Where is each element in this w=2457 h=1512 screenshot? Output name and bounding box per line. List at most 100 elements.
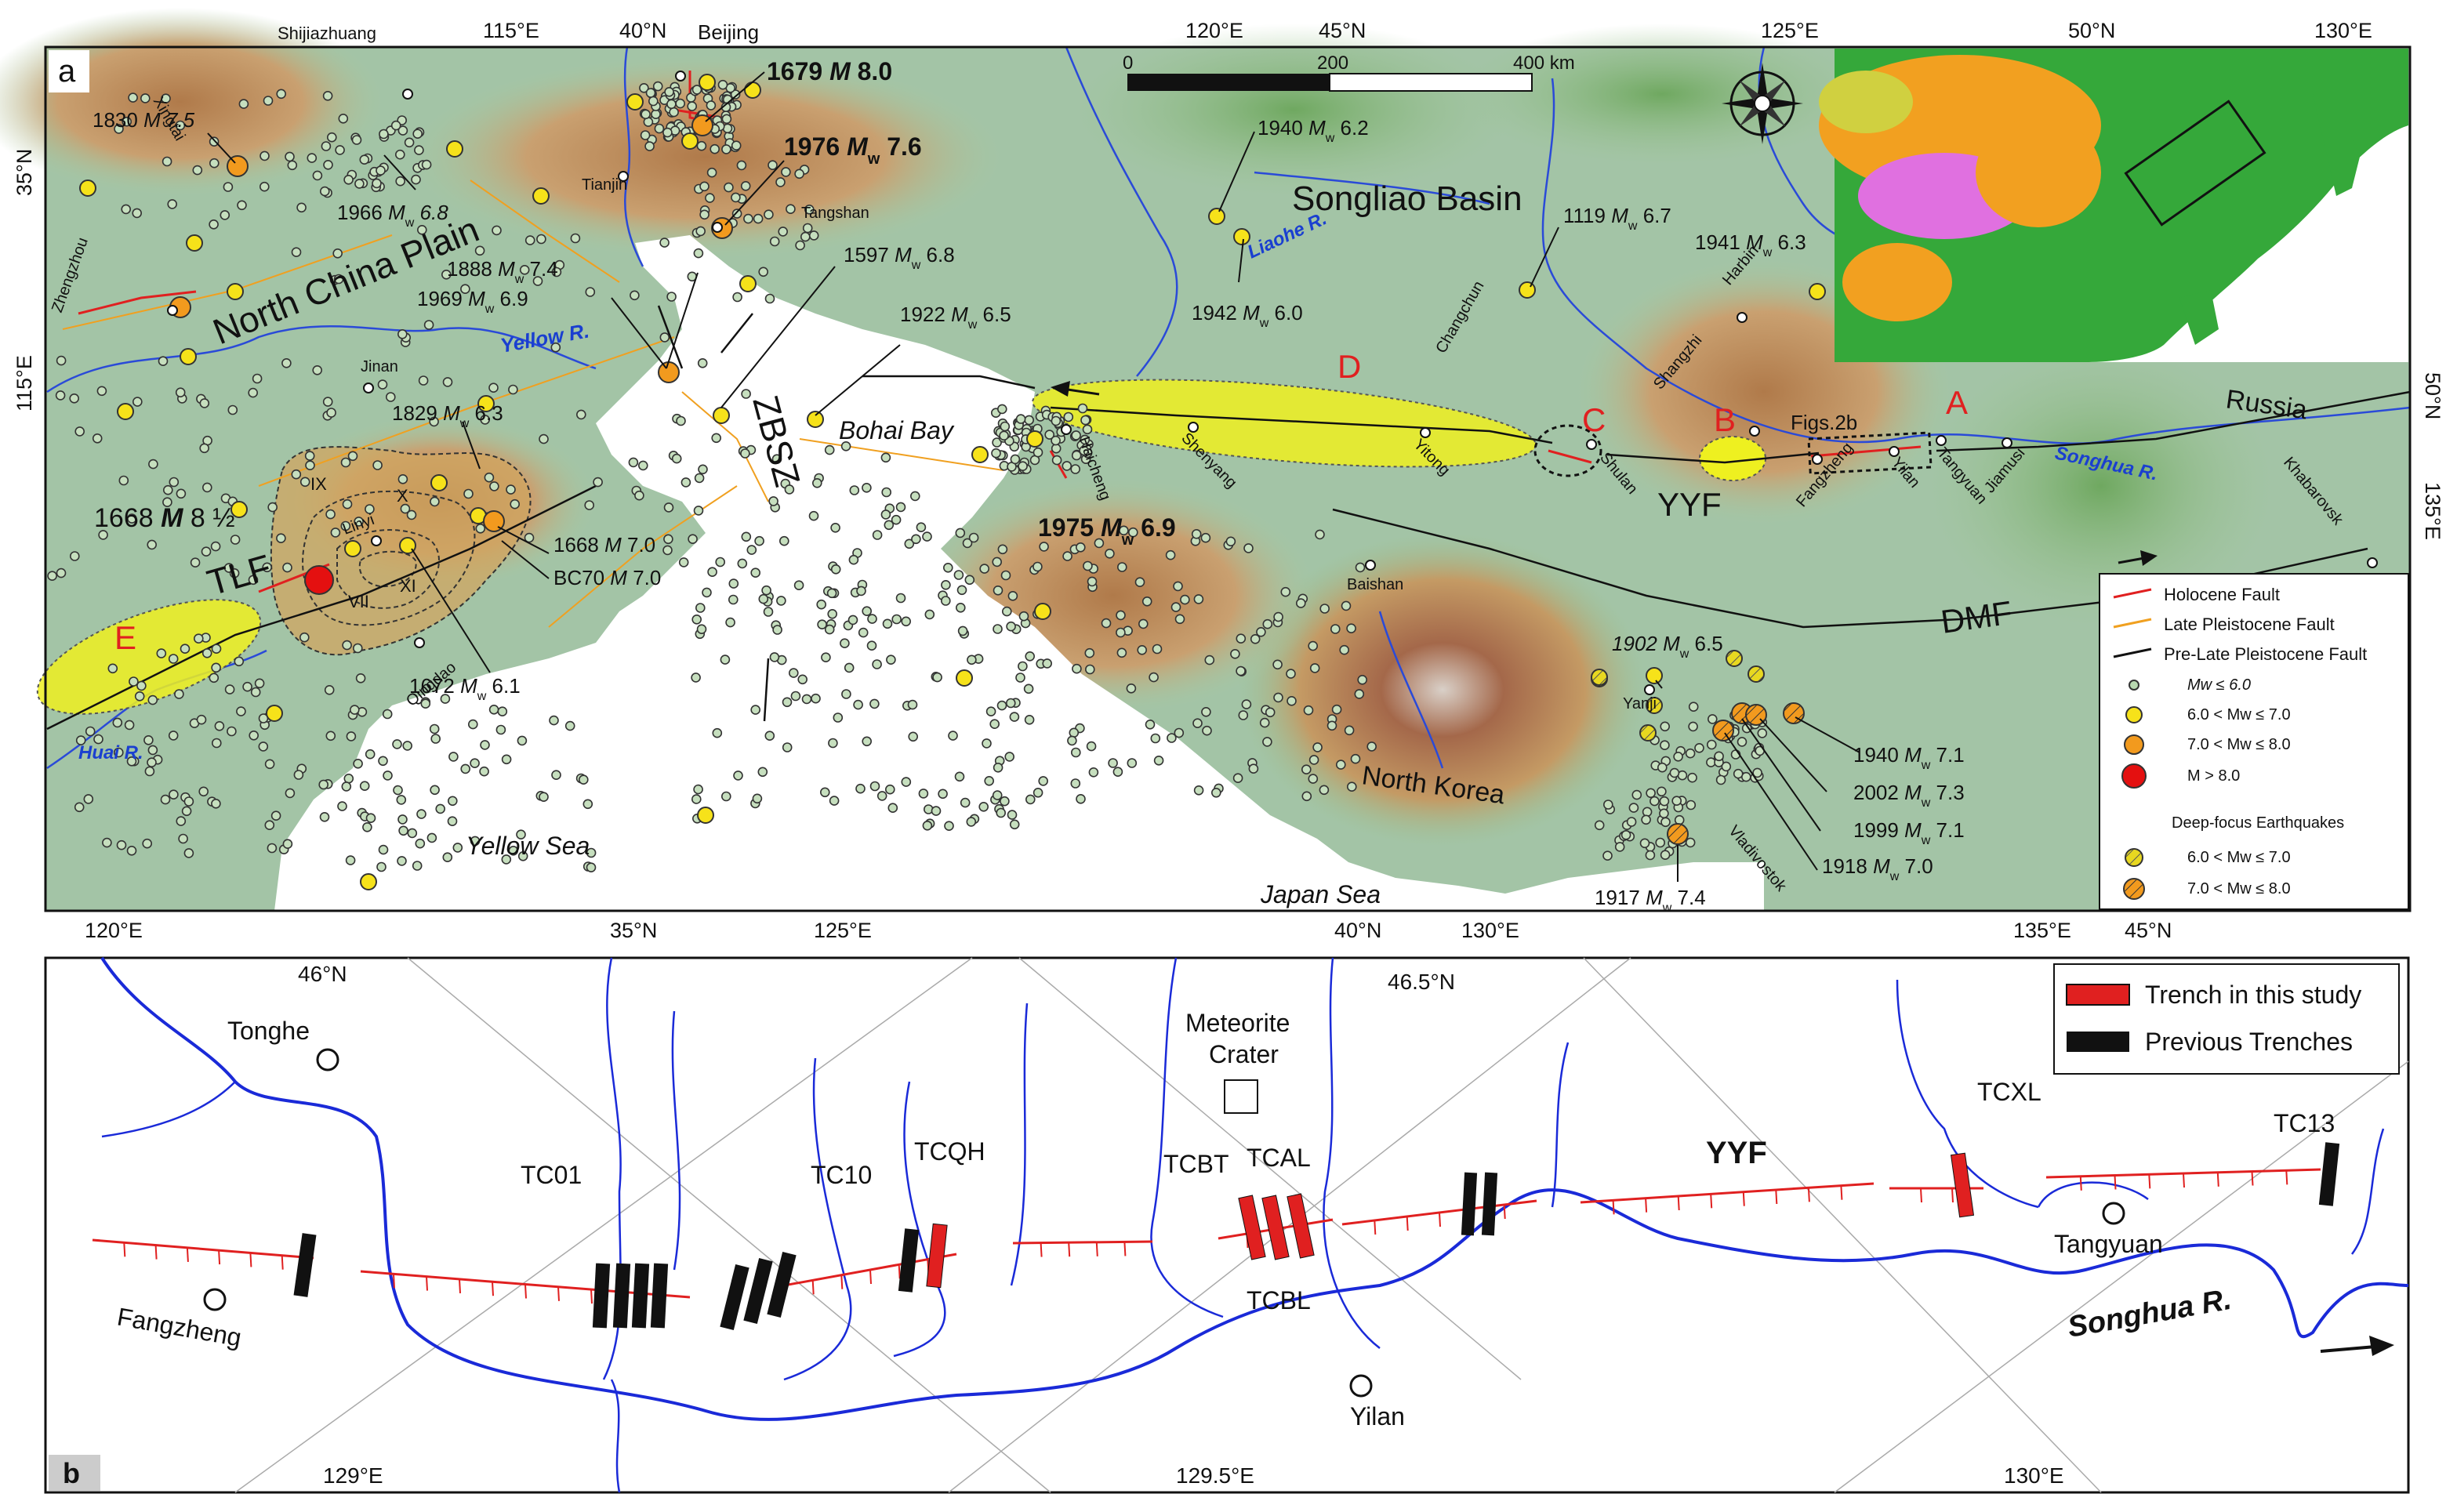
- town-markers: [203, 1048, 2125, 1398]
- small-earthquake-marker: [788, 668, 799, 678]
- small-earthquake-marker: [702, 587, 712, 598]
- small-earthquake-marker: [430, 785, 440, 796]
- small-earthquake-marker: [276, 89, 287, 100]
- small-earthquake-marker: [768, 160, 778, 170]
- small-earthquake-marker: [993, 585, 1003, 596]
- small-earthquake-marker: [467, 719, 478, 730]
- small-earthquake-marker: [637, 460, 648, 471]
- small-earthquake-marker: [1301, 764, 1312, 775]
- small-earthquake-marker: [74, 802, 85, 813]
- small-earthquake-marker: [136, 680, 147, 691]
- top-tick-50n: 50°N: [2068, 19, 2115, 42]
- fault-hachure: [249, 1253, 252, 1267]
- small-earthquake-marker: [1660, 740, 1670, 751]
- small-earthquake-marker: [1085, 664, 1095, 675]
- small-earthquake-marker: [728, 594, 739, 605]
- small-earthquake-marker: [1674, 814, 1685, 825]
- small-earthquake-marker: [1086, 741, 1097, 752]
- small-earthquake-marker: [124, 720, 135, 731]
- eq-1888-label: 1888 Mw 7.4: [447, 257, 558, 286]
- small-earthquake-marker: [1080, 415, 1091, 426]
- small-earthquake-marker: [1137, 644, 1147, 655]
- small-earthquake-marker: [956, 585, 967, 596]
- small-earthquake-marker: [158, 356, 169, 367]
- small-earthquake-marker: [168, 654, 179, 664]
- small-earthquake-marker: [501, 854, 512, 865]
- small-earthquake-marker: [404, 137, 415, 148]
- small-earthquake-marker: [264, 759, 275, 770]
- small-earthquake-marker: [406, 509, 417, 520]
- town-tangyuan: Tangyuan: [2054, 1230, 2163, 1258]
- small-earthquake-marker: [776, 596, 786, 606]
- small-earthquake-marker: [492, 225, 502, 236]
- small-earthquake-marker: [1033, 787, 1043, 798]
- eq-1829-label: 1829 Mw 6.3: [392, 401, 503, 430]
- small-earthquake-marker: [414, 145, 424, 155]
- small-earthquake-marker: [904, 538, 915, 549]
- small-earthquake-marker: [1087, 576, 1098, 587]
- small-earthquake-marker: [1326, 720, 1337, 731]
- small-earthquake-marker: [795, 240, 805, 251]
- small-earthquake-marker: [786, 204, 796, 215]
- small-earthquake-marker: [968, 532, 979, 543]
- small-earthquake-marker: [741, 531, 752, 542]
- small-earthquake-marker: [1204, 654, 1215, 665]
- fault-hachure: [869, 1269, 872, 1285]
- small-earthquake-marker: [1347, 781, 1357, 792]
- small-earthquake-marker: [1308, 774, 1319, 784]
- small-earthquake-marker: [1259, 717, 1270, 728]
- small-earthquake-marker: [517, 735, 528, 746]
- small-earthquake-marker: [664, 87, 674, 97]
- small-earthquake-marker: [1273, 692, 1283, 703]
- small-earthquake-marker: [808, 230, 819, 241]
- small-earthquake-marker: [435, 803, 446, 814]
- small-earthquake-marker: [1000, 421, 1011, 432]
- scale-400: 400 km: [1513, 53, 1575, 74]
- fault-hachure: [898, 1264, 901, 1279]
- small-earthquake-marker: [430, 734, 441, 744]
- small-earthquake-marker: [383, 771, 393, 781]
- small-earthquake-marker: [811, 693, 821, 704]
- small-earthquake-marker: [423, 320, 434, 330]
- small-earthquake-marker: [586, 862, 597, 872]
- small-earthquake-marker: [582, 799, 593, 810]
- meteorite-line1: Meteorite: [1185, 1009, 1290, 1037]
- small-earthquake-marker: [948, 731, 958, 741]
- small-earthquake-marker: [211, 644, 222, 654]
- small-earthquake-marker: [397, 328, 408, 339]
- small-earthquake-marker: [901, 777, 912, 787]
- trenches: [293, 1142, 2340, 1330]
- small-earthquake-marker: [127, 513, 137, 524]
- small-earthquake-marker: [862, 606, 872, 617]
- small-earthquake-marker: [1192, 718, 1203, 729]
- top-tick-120e: 120°E: [1185, 19, 1243, 42]
- eq-2002-label: 2002 Mw 7.3: [1853, 781, 1965, 810]
- small-earthquake-marker: [750, 705, 761, 715]
- small-earthquake-marker: [199, 398, 210, 408]
- small-earthquake-marker: [1174, 727, 1185, 738]
- small-earthquake-marker: [264, 820, 275, 830]
- iso-ix: IX: [310, 474, 327, 494]
- small-earthquake-marker: [1243, 543, 1254, 553]
- small-earthquake-marker: [712, 727, 723, 738]
- small-earthquake-marker: [944, 821, 954, 831]
- small-earthquake-marker: [830, 522, 840, 533]
- small-earthquake-marker: [175, 387, 186, 398]
- small-earthquake-marker: [242, 681, 252, 692]
- small-earthquake-marker: [999, 430, 1009, 441]
- small-earthquake-marker: [693, 248, 704, 259]
- small-earthquake-marker: [332, 248, 343, 259]
- small-earthquake-marker: [941, 596, 951, 606]
- legend-pre-late: Pre-Late Pleistocene Fault: [2164, 644, 2367, 664]
- small-earthquake-marker: [201, 546, 212, 557]
- small-earthquake-marker: [736, 160, 747, 171]
- eq-1119-label: 1119 Mw 6.7: [1563, 204, 1671, 233]
- small-earthquake-marker: [1173, 581, 1183, 592]
- isoseismal-3: [336, 529, 440, 609]
- top-tick-115e: 115°E: [483, 19, 539, 42]
- small-earthquake-marker: [1167, 733, 1177, 743]
- small-earthquake-marker: [549, 715, 559, 726]
- small-earthquake-marker: [393, 785, 403, 796]
- small-earthquake-marker: [1149, 672, 1159, 683]
